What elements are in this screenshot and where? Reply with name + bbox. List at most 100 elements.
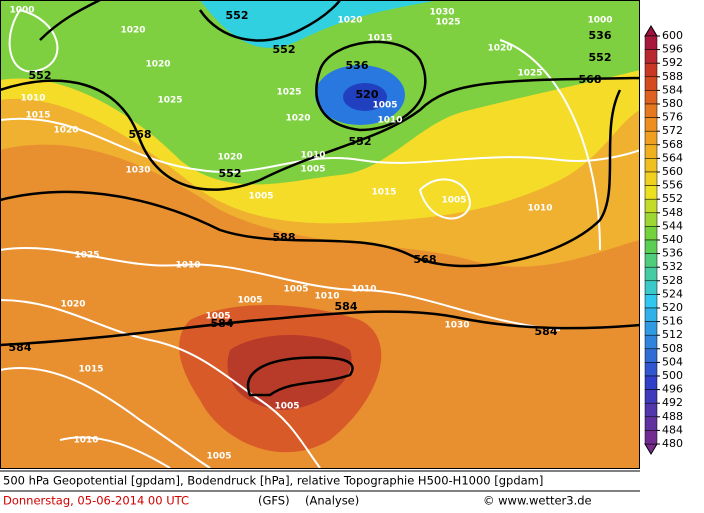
pressure-label: 1010 <box>300 151 325 161</box>
colorbar-label: 528 <box>662 274 683 287</box>
colorbar-cell <box>644 117 658 132</box>
colorbar-label: 480 <box>662 437 683 450</box>
pressure-label: 1010 <box>175 261 200 271</box>
colorbar-cell <box>644 348 658 363</box>
pressure-label: 1005 <box>372 101 397 111</box>
geopotential-label: 552 <box>349 135 372 148</box>
pressure-label: 1015 <box>78 365 103 375</box>
isobars <box>0 8 640 468</box>
colorbar-cell <box>644 280 658 295</box>
heat-core <box>227 335 352 410</box>
colorbar-label: 568 <box>662 138 683 151</box>
caption: 500 hPa Geopotential [gpdam], Bodendruck… <box>3 474 543 488</box>
model: (GFS) <box>258 494 290 508</box>
colorbar-cell <box>644 334 658 350</box>
colorbar-label: 588 <box>662 70 683 83</box>
pressure-label: 1030 <box>125 166 150 176</box>
pressure-label: 1015 <box>367 34 392 44</box>
pressure-label: 1025 <box>74 251 99 261</box>
pressure-label: 1020 <box>145 60 170 70</box>
cyan-zone <box>200 0 440 48</box>
pressure-label: 1000 <box>9 6 34 16</box>
colorbar-cell <box>644 266 658 282</box>
colorbar-cell <box>644 375 658 390</box>
colorbar: 6005965925885845805765725685645605565525… <box>644 25 683 455</box>
geopotential-label: 568 <box>579 73 602 86</box>
geopotential-label: 584 <box>211 317 234 330</box>
colorbar-label: 576 <box>662 111 683 124</box>
pressure-label: 1025 <box>517 69 542 79</box>
pressure-label: 1005 <box>248 192 273 202</box>
colorbar-cell <box>644 430 658 445</box>
colorbar-cell <box>644 253 658 268</box>
geopotential-label: 568 <box>129 128 152 141</box>
geopotential-label: 584 <box>335 300 358 313</box>
colorbar-cell <box>644 62 658 78</box>
geopotential-label: 588 <box>273 231 296 244</box>
pressure-label: 1000 <box>587 16 612 26</box>
geopotential-label: 552 <box>273 43 296 56</box>
pressure-label: 1020 <box>217 153 242 163</box>
analysis: (Analyse) <box>305 494 359 508</box>
date: Donnerstag, 05-06-2014 00 UTC <box>3 494 189 508</box>
colorbar-bottom <box>644 443 658 455</box>
colorbar-label: 512 <box>662 328 683 341</box>
colorbar-label: 584 <box>662 83 683 96</box>
colorbar-label: 516 <box>662 315 683 328</box>
colorbar-label: 548 <box>662 206 683 219</box>
pressure-label: 1020 <box>487 44 512 54</box>
pressure-label: 1025 <box>157 96 182 106</box>
colorbar-label: 524 <box>662 287 683 300</box>
credit: © www.wetter3.de <box>483 494 592 508</box>
colorbar-label: 508 <box>662 342 683 355</box>
colorbar-cell <box>644 35 658 50</box>
colorbar-label: 496 <box>662 383 683 396</box>
pressure-label: 1010 <box>73 436 98 446</box>
pressure-label: 1005 <box>441 196 466 206</box>
colorbar-cell <box>644 103 658 118</box>
colorbar-label: 488 <box>662 410 683 423</box>
colorbar-label: 600 <box>662 29 683 42</box>
colorbar-cell <box>644 226 658 241</box>
pressure-label: 1025 <box>276 88 301 98</box>
map <box>0 0 640 468</box>
colorbar-label: 544 <box>662 219 683 232</box>
colorbar-label: 540 <box>662 233 683 246</box>
colorbar-cell <box>644 171 658 186</box>
colorbar-cell <box>644 144 658 159</box>
colorbar-cell <box>644 239 658 254</box>
geopotential-label: 568 <box>414 253 437 266</box>
pressure-label: 1005 <box>237 296 262 306</box>
colorbar-label: 536 <box>662 247 683 260</box>
colorbar-label: 520 <box>662 301 683 314</box>
pressure-label: 1020 <box>337 16 362 26</box>
colorbar-label: 532 <box>662 260 683 273</box>
pressure-label: 1010 <box>527 204 552 214</box>
colorbar-label: 492 <box>662 396 683 409</box>
geopotential-label: 536 <box>346 59 369 72</box>
colorbar-label: 552 <box>662 192 683 205</box>
colorbar-label: 596 <box>662 43 683 56</box>
pressure-label: 1010 <box>377 116 402 126</box>
colorbar-label: 500 <box>662 369 683 382</box>
geopotential-label: 584 <box>9 341 32 354</box>
colorbar-cell <box>644 294 658 309</box>
colorbar-cell <box>644 389 658 404</box>
colorbar-label: 504 <box>662 355 683 368</box>
pressure-label: 1030 <box>444 321 469 331</box>
pressure-label: 1020 <box>53 126 78 136</box>
colorbar-label: 572 <box>662 124 683 137</box>
geopotential-label: 520 <box>356 88 379 101</box>
colorbar-cell <box>644 321 658 336</box>
colorbar-cell <box>644 212 658 227</box>
colorbar-label: 580 <box>662 97 683 110</box>
colorbar-cell <box>644 416 658 431</box>
colorbar-cell <box>644 362 658 377</box>
colorbar-label: 484 <box>662 423 683 436</box>
geopotential-lines <box>0 0 640 397</box>
geopotential-label: 552 <box>219 167 242 180</box>
pressure-label: 1010 <box>351 285 376 295</box>
pressure-label: 1015 <box>25 111 50 121</box>
colorbar-cell <box>644 198 658 214</box>
